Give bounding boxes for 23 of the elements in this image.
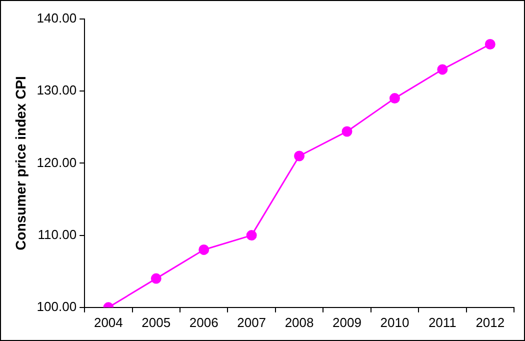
y-tick-label: 100.00 bbox=[36, 298, 77, 314]
point bbox=[389, 93, 400, 104]
x-tick-label: 2011 bbox=[428, 314, 456, 330]
x-tick-label: 2010 bbox=[380, 314, 410, 330]
x-tick-label: 2008 bbox=[284, 314, 314, 330]
y-axis-title: Consumer price index CPI bbox=[12, 76, 28, 250]
y-tick-label: 140.00 bbox=[36, 10, 77, 26]
point bbox=[150, 273, 162, 284]
y-tick-label: 110.00 bbox=[38, 226, 77, 242]
x-tick-label: 2006 bbox=[189, 314, 218, 330]
point bbox=[437, 64, 448, 75]
point bbox=[484, 38, 496, 50]
x-tick-label: 2007 bbox=[237, 314, 266, 330]
y-tick-label: 120.00 bbox=[36, 154, 77, 170]
point bbox=[294, 150, 305, 162]
point bbox=[198, 244, 210, 255]
point bbox=[342, 126, 352, 137]
x-tick-label: 2009 bbox=[332, 314, 362, 330]
x-tick-label: 2004 bbox=[94, 314, 123, 330]
x-tick-label: 2012 bbox=[476, 314, 505, 330]
x-tick-label: 2005 bbox=[142, 314, 171, 330]
point bbox=[246, 230, 257, 241]
y-tick-label: 130.00 bbox=[36, 82, 77, 98]
